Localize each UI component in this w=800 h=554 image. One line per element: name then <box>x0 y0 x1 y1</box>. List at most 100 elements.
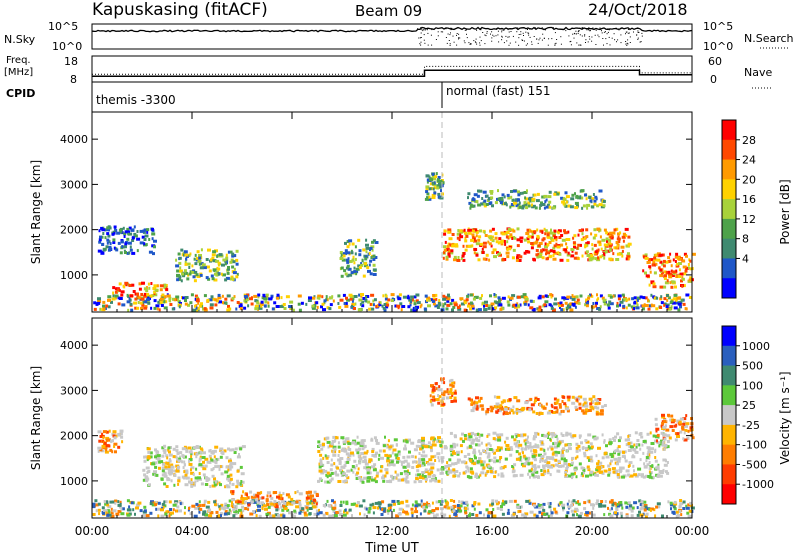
echo-cell <box>544 242 547 246</box>
echo-cell <box>129 232 133 236</box>
echo-cell <box>209 449 212 452</box>
echo-cell <box>193 446 196 449</box>
echo-cell <box>93 307 97 311</box>
echo-cell <box>288 511 292 515</box>
echo-cell <box>473 193 478 197</box>
echo-cell <box>178 305 181 309</box>
echo-cell <box>567 251 570 255</box>
echo-cell <box>306 508 309 512</box>
echo-cell <box>415 305 419 309</box>
echo-cell <box>225 302 228 305</box>
echo-cell <box>345 474 348 478</box>
echo-cell <box>669 418 673 422</box>
echo-cell <box>347 267 352 271</box>
echo-cell <box>178 261 182 265</box>
echo-cell <box>502 399 506 403</box>
echo-cell <box>586 203 591 207</box>
echo-cell <box>550 511 554 515</box>
echo-cell <box>682 417 687 421</box>
nsearch-point <box>637 30 639 32</box>
echo-cell <box>636 303 639 307</box>
echo-cell <box>683 438 688 442</box>
echo-cell <box>432 187 435 191</box>
echo-cell <box>202 266 207 270</box>
echo-cell <box>453 381 456 385</box>
echo-cell <box>176 269 180 273</box>
echo-cell <box>689 276 693 280</box>
echo-cell <box>480 433 484 437</box>
echo-cell <box>654 514 657 518</box>
echo-cell <box>592 503 595 507</box>
echo-cell <box>458 472 461 476</box>
echo-cell <box>185 271 188 275</box>
echo-cell <box>587 433 592 437</box>
echo-cell <box>372 299 375 303</box>
echo-cell <box>131 251 136 255</box>
echo-cell <box>102 248 106 252</box>
nsearch-point <box>585 42 586 43</box>
echo-cell <box>97 508 101 512</box>
power-colorbar-label: Power [dB] <box>778 179 792 244</box>
echo-cell <box>568 463 570 466</box>
echo-cell <box>589 199 593 203</box>
echo-cell <box>540 469 543 472</box>
echo-cell <box>410 507 414 511</box>
echo-cell <box>426 196 430 200</box>
echo-cell <box>517 190 520 194</box>
echo-cell <box>663 285 667 289</box>
echo-cell <box>161 295 165 299</box>
nsearch-point <box>579 44 581 46</box>
echo-cell <box>384 453 389 457</box>
echo-cell <box>330 463 334 467</box>
echo-cell <box>99 235 102 239</box>
echo-cell <box>447 230 451 234</box>
echo-cell <box>453 512 458 516</box>
echo-cell <box>454 389 457 393</box>
echo-cell <box>143 306 148 310</box>
nsearch-point <box>528 32 530 34</box>
echo-cell <box>687 266 690 270</box>
echo-cell <box>153 284 158 288</box>
echo-cell <box>528 197 532 201</box>
echo-cell <box>109 500 113 504</box>
echo-cell <box>407 473 409 476</box>
x-axis-label: Time UT <box>364 541 418 554</box>
echo-cell <box>666 294 669 297</box>
echo-cell <box>559 258 564 262</box>
echo-cell <box>439 185 443 189</box>
echo-cell <box>509 411 511 415</box>
echo-cell <box>530 449 533 453</box>
echo-cell <box>340 465 344 469</box>
echo-cell <box>544 200 547 204</box>
echo-cell <box>126 513 131 517</box>
echo-cell <box>612 231 616 235</box>
echo-cell <box>667 256 671 260</box>
echo-cell <box>298 492 303 496</box>
echo-cell <box>126 293 129 297</box>
nsearch-point <box>525 31 527 33</box>
echo-cell <box>201 263 206 267</box>
echo-cell <box>474 199 477 203</box>
echo-cell <box>557 442 561 446</box>
echo-cell <box>499 433 504 437</box>
echo-cell <box>610 455 614 459</box>
echo-cell <box>464 231 467 235</box>
echo-cell <box>190 270 194 274</box>
echo-cell <box>641 443 644 447</box>
echo-cell <box>482 449 485 453</box>
echo-cell <box>470 238 475 242</box>
echo-cell <box>429 479 433 483</box>
echo-cell <box>164 465 168 469</box>
echo-cell <box>278 496 283 500</box>
echo-cell <box>175 258 178 262</box>
echo-cell <box>456 232 460 236</box>
echo-cell <box>588 397 593 401</box>
echo-cell <box>421 461 425 465</box>
echo-cell <box>206 298 210 302</box>
echo-cell <box>588 196 592 199</box>
echo-cell <box>543 452 547 456</box>
echo-cell <box>638 443 641 447</box>
echo-cell <box>460 257 463 261</box>
echo-cell <box>563 229 566 233</box>
echo-cell <box>459 504 463 508</box>
